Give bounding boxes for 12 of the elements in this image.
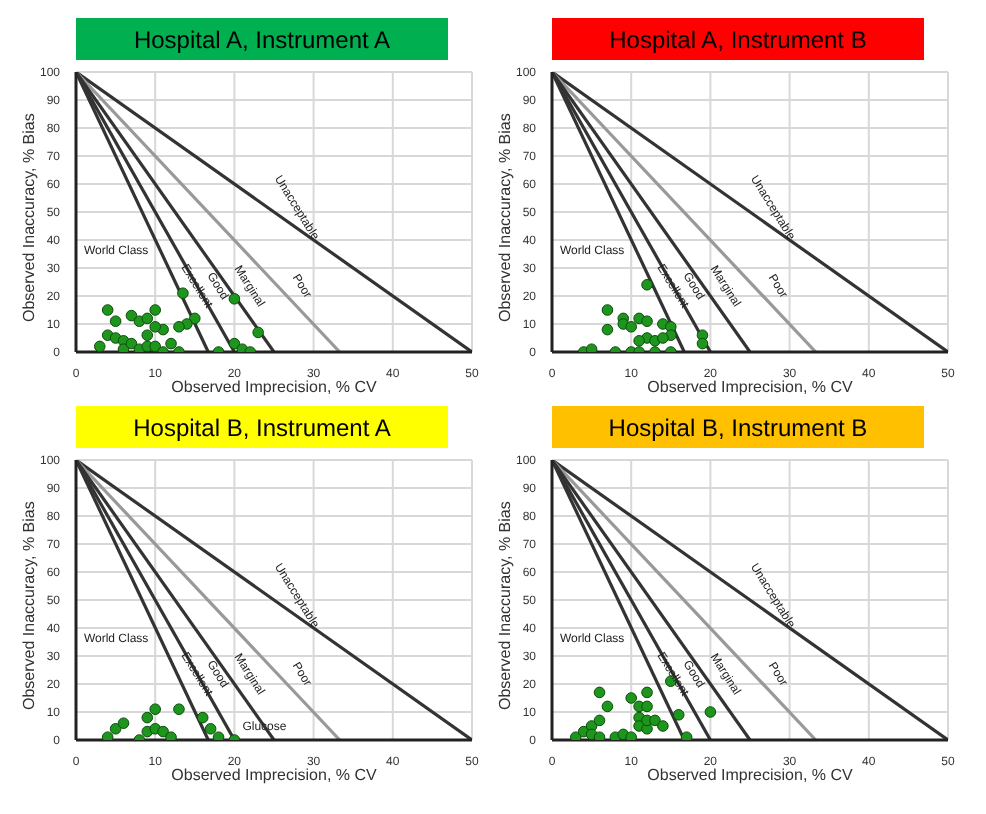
y-axis-title: Observed Inaccuracy, % Bias	[19, 113, 38, 322]
y-axis-title: Observed Inaccuracy, % Bias	[19, 501, 38, 710]
y-axis-title: Observed Inaccuracy, % Bias	[495, 113, 514, 322]
y-axis-title: Observed Inaccuracy, % Bias	[495, 501, 514, 710]
chart-title: Hospital B, Instrument B	[552, 406, 924, 448]
x-axis-title: Observed Imprecision, % CV	[171, 378, 379, 396]
chart-title: Hospital B, Instrument A	[76, 406, 448, 448]
chart-title: Hospital A, Instrument B	[552, 18, 924, 60]
chart-title: Hospital A, Instrument A	[76, 18, 448, 60]
x-axis-title: Observed Imprecision, % CV	[647, 378, 855, 396]
x-axis-title: Observed Imprecision, % CV	[647, 766, 855, 784]
x-axis-title: Observed Imprecision, % CV	[171, 766, 379, 784]
